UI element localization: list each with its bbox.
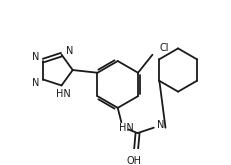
Text: HN: HN [119,123,134,133]
Text: Cl: Cl [160,43,169,53]
Text: OH: OH [126,156,141,165]
Text: N: N [66,46,73,56]
Text: N: N [32,78,39,88]
Text: N: N [157,120,165,130]
Text: HN: HN [56,89,71,99]
Text: N: N [32,52,39,62]
